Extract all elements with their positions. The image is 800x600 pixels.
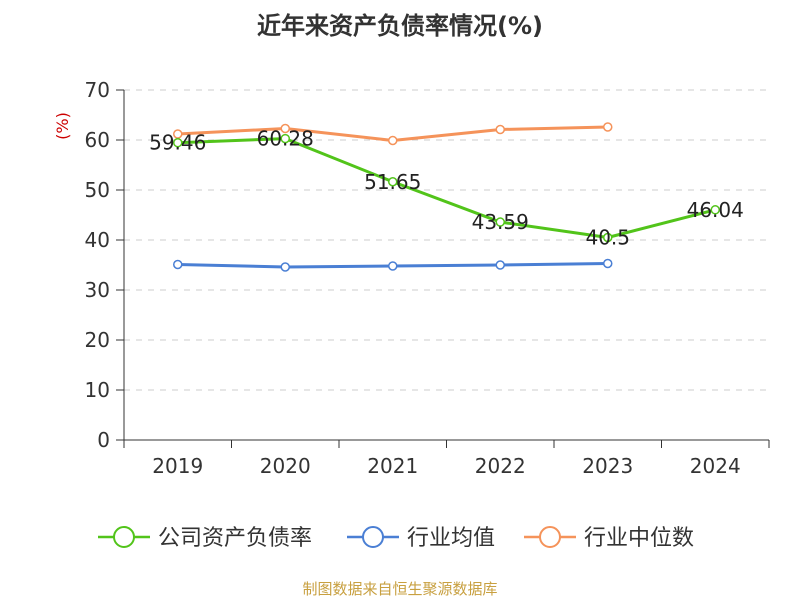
data-label: 59.46 [149,131,206,155]
y-tick-label: 60 [85,128,110,152]
legend-item[interactable]: 行业均值 [347,526,495,551]
y-tick-label: 70 [85,78,110,102]
x-tick-label: 2021 [367,454,418,478]
legend-label: 公司资产负债率 [158,526,312,551]
series-company-debt-ratio [173,133,720,243]
y-tick-label: 20 [85,328,110,352]
data-point [388,135,398,146]
source-note: 制图数据来自恒生聚源数据库 [302,580,497,598]
x-tick-label: 2024 [690,454,741,478]
data-point [280,123,290,134]
x-tick-label: 2022 [475,454,526,478]
data-point [603,232,613,243]
legend-label: 行业中位数 [584,526,694,551]
data-point [495,217,505,227]
legend-label: 行业均值 [407,526,495,551]
data-point [495,124,505,135]
series-industry-mean [173,258,613,272]
y-tick-label: 30 [85,278,110,302]
data-label: 51.65 [364,170,421,194]
series-industry-median [173,122,613,146]
legend-swatch-marker [362,526,384,548]
x-tick-label: 2019 [152,454,203,478]
x-tick-label: 2023 [582,454,633,478]
chart-title: 近年来资产负债率情况(%) [257,12,543,40]
series-line [177,137,716,239]
data-point [280,133,290,144]
legend-item[interactable]: 行业中位数 [524,526,694,551]
y-tick-label: 0 [97,428,110,452]
data-label: 46.04 [687,198,744,222]
data-point [710,205,720,215]
data-label: 60.28 [257,127,314,151]
series-group [173,122,720,272]
data-point [173,259,183,270]
legend[interactable]: 公司资产负债率 行业均值 行业中位数 [98,526,694,551]
data-point [388,261,398,271]
y-tick-label: 40 [85,228,110,252]
data-point [603,122,613,132]
data-point [173,137,183,148]
data-label: 43.59 [472,210,529,234]
legend-swatch-marker [539,526,561,548]
x-tick-label: 2020 [260,454,311,478]
y-axis-unit: (%) [53,112,72,140]
data-point [388,177,398,187]
data-point [495,260,505,270]
legend-swatch-marker [113,526,135,548]
data-point [603,258,613,269]
y-tick-label: 10 [85,378,110,402]
data-label: 40.5 [585,226,630,250]
legend-item[interactable]: 公司资产负债率 [98,526,312,551]
data-point [280,262,290,272]
data-labels: 59.46 60.28 51.65 43.59 40.5 46.04 [149,127,744,250]
axes: 0 10 20 30 40 50 60 70 2019 2020 2021 2022 2023 2024 [85,78,770,478]
y-tick-label: 50 [85,178,110,202]
